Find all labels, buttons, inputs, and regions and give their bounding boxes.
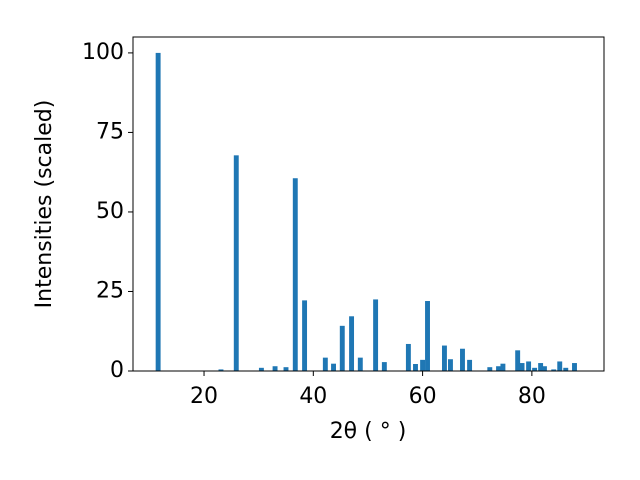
bar [572, 363, 577, 371]
y-axis-label: Intensities (scaled) [32, 100, 57, 309]
bar [519, 363, 525, 371]
bar [339, 325, 345, 371]
x-tick-label: 40 [299, 384, 327, 409]
y-tick-label: 100 [82, 40, 124, 65]
bar [381, 362, 387, 371]
bar [496, 366, 502, 371]
bar [551, 369, 557, 371]
plot-frame [132, 36, 605, 372]
bar [373, 299, 379, 371]
bar [526, 361, 532, 371]
bar [413, 364, 418, 371]
x-tick-label: 20 [190, 384, 218, 409]
bar [349, 316, 355, 371]
bar [425, 301, 430, 371]
bar [292, 178, 298, 371]
x-tick-label: 60 [409, 384, 437, 409]
y-tick-label: 0 [110, 358, 124, 383]
bar [532, 367, 538, 371]
bar [322, 357, 328, 371]
bar [441, 345, 447, 371]
bar [331, 363, 336, 371]
bar [500, 363, 506, 371]
bar [487, 367, 493, 371]
bar [302, 300, 308, 371]
y-tick-label: 50 [96, 199, 124, 224]
bar [272, 366, 278, 371]
bar [467, 359, 473, 371]
bar [448, 359, 453, 371]
x-tick-label: 80 [518, 384, 546, 409]
bar [557, 361, 563, 371]
bar [155, 52, 161, 372]
y-tick-label: 75 [96, 119, 124, 144]
bar [460, 348, 465, 371]
bar [515, 350, 521, 371]
y-tick-label: 25 [96, 278, 124, 303]
bar [258, 367, 264, 371]
bar [233, 155, 239, 371]
x-axis-label: 2θ ( ° ) [330, 419, 407, 444]
bar [357, 357, 363, 371]
bar [405, 343, 411, 371]
bar [283, 367, 289, 371]
bar [218, 369, 224, 371]
bar [563, 367, 569, 371]
bar [538, 363, 544, 371]
bar [541, 366, 547, 371]
bar [420, 359, 426, 371]
